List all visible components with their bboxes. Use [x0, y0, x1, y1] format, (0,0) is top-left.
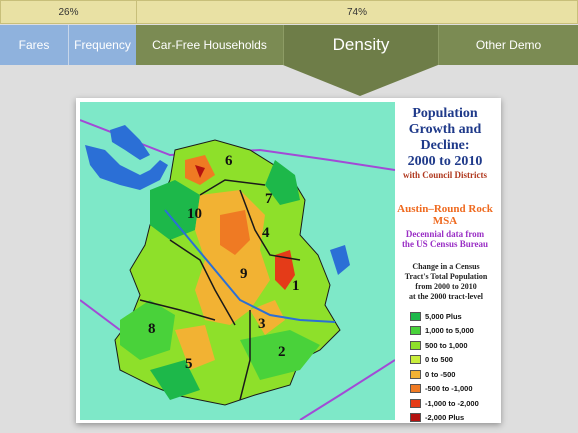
tab-other-demo[interactable]: Other Demo	[438, 25, 578, 65]
progress-right-label: 74%	[346, 6, 367, 18]
lake	[110, 125, 150, 160]
legend-label: 1,000 to 5,000	[425, 326, 474, 336]
map-title: Population Growth and Decline: 2000 to 2…	[395, 106, 495, 170]
district-number-8: 8	[148, 321, 156, 337]
legend-swatch	[410, 384, 421, 394]
district-8-area	[120, 300, 175, 360]
legend-swatch	[410, 326, 421, 336]
legend-heading-line: Change in a Census	[412, 262, 480, 271]
legend-item: 5,000 Plus	[410, 309, 495, 324]
council-district-line	[239, 310, 251, 401]
progress-bar: 26% 74%	[0, 0, 578, 25]
source-line: the US Census Bureau	[401, 239, 489, 249]
tab-fares[interactable]: Fares	[0, 25, 68, 65]
legend-item: -1,000 to -2,000	[410, 396, 495, 411]
tab-label: Car-Free Households	[152, 38, 267, 52]
legend-heading-line: from 2000 to 2010	[415, 282, 477, 291]
progress-segment-left: 26%	[0, 0, 137, 24]
legend-item: -500 to -1,000	[410, 382, 495, 397]
district-number-1: 1	[292, 278, 300, 294]
tab-label: Frequency	[74, 38, 131, 52]
legend-item: -2,000 Plus	[410, 411, 495, 426]
legend-item: 500 to 1,000	[410, 338, 495, 353]
district-7-north	[265, 160, 300, 205]
tab-label: Fares	[18, 38, 50, 52]
tab-frequency[interactable]: Frequency	[68, 25, 136, 65]
river	[164, 209, 336, 323]
legend-heading-line: Tract's Total Population	[404, 272, 488, 281]
district-number-9: 9	[240, 266, 248, 282]
decline-cluster	[175, 325, 215, 370]
legend-heading: Change in a Census Tract's Total Populat…	[398, 262, 494, 302]
council-district-line	[169, 239, 236, 326]
msa-line: Austin–Round Rock	[397, 203, 493, 215]
legend-swatch	[410, 369, 421, 379]
legend-label: -1,000 to -2,000	[425, 398, 479, 408]
district-5-south	[150, 360, 200, 400]
tab-label: Density	[332, 35, 390, 54]
legend-item: 0 to 500	[410, 353, 495, 368]
tab-bar: Fares Frequency Car-Free Households Dens…	[0, 25, 578, 65]
legend-swatch	[410, 355, 421, 365]
tab-car-free-households[interactable]: Car-Free Households	[136, 25, 283, 65]
district-number-6: 6	[225, 153, 233, 169]
district-number-2: 2	[278, 344, 286, 360]
source-label: Decennial data from the US Census Bureau	[395, 229, 495, 249]
district-10-area	[150, 180, 200, 240]
council-district-line	[239, 189, 301, 261]
district-number-5: 5	[185, 356, 193, 372]
map-legend: 5,000 Plus 1,000 to 5,000 500 to 1,000 0 to…	[410, 309, 495, 425]
legend-label: 0 to -500	[425, 369, 456, 379]
legend-swatch	[410, 340, 421, 350]
progress-left-label: 26%	[58, 6, 79, 18]
msa-line: MSA	[432, 215, 458, 227]
legend-swatch	[410, 413, 421, 423]
tab-label: Other Demo	[475, 38, 542, 52]
msa-label: Austin–Round Rock MSA	[395, 203, 495, 227]
map-title-line: Population	[412, 106, 478, 121]
legend-label: -500 to -1,000	[425, 384, 473, 394]
county-boundary	[80, 299, 121, 331]
legend-label: 500 to 1,000	[425, 340, 468, 350]
district-number-7: 7	[265, 191, 273, 207]
lake	[85, 145, 168, 190]
district-number-10: 10	[187, 206, 202, 222]
map-title-line: Growth and	[408, 122, 482, 137]
source-line: Decennial data from	[405, 229, 485, 239]
decline-cluster	[195, 165, 205, 178]
central-decline-area	[195, 190, 270, 325]
legend-item: 0 to -500	[410, 367, 495, 382]
map-subtitle: with Council Districts	[403, 170, 487, 180]
decline-cluster	[220, 210, 250, 255]
decline-cluster	[275, 250, 295, 290]
lake	[330, 245, 350, 275]
map-title-line: Decline:	[420, 138, 470, 153]
council-district-line	[139, 299, 216, 321]
map-title-line: 2000 to 2010	[407, 154, 483, 169]
legend-label: 0 to 500	[425, 355, 453, 365]
district-2-area	[240, 330, 320, 380]
legend-heading-line: at the 2000 tract-level	[409, 292, 483, 301]
progress-segment-right: 74%	[136, 0, 578, 24]
district-number-4: 4	[262, 225, 270, 241]
district-number-3: 3	[258, 316, 266, 332]
legend-label: -2,000 Plus	[425, 413, 465, 423]
county-boundary	[299, 359, 395, 420]
legend-item: 1,000 to 5,000	[410, 324, 495, 339]
tab-density[interactable]: Density	[283, 25, 438, 65]
council-district-line	[199, 179, 266, 196]
legend-swatch	[410, 398, 421, 408]
active-tab-pointer	[283, 65, 438, 96]
legend-label: 5,000 Plus	[425, 311, 462, 321]
legend-swatch	[410, 311, 421, 321]
